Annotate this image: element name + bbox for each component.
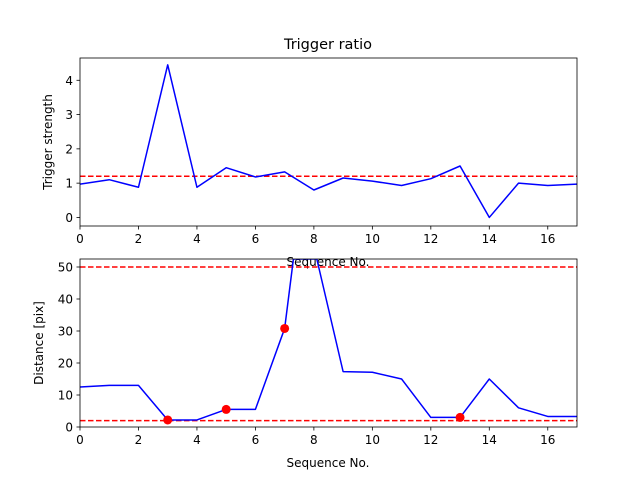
y-tick-label: 50 [58,261,73,275]
x-tick-label: 6 [252,232,260,246]
x-tick-label: 4 [193,232,201,246]
axes-frame [79,57,578,227]
data-point-marker [163,415,173,425]
x-tick-label: 0 [76,433,84,447]
series-line [80,64,577,219]
data-point-marker [221,404,231,414]
data-point-marker [455,412,465,422]
axes: 0 2 4 6 8 10 12 14 16 0 10 20 30 40 50 [58,258,578,447]
y-axis-label: Trigger strength [41,94,55,191]
x-tick-label: 14 [482,232,497,246]
plot-area [80,259,577,425]
x-axis-label: Sequence No. [287,456,370,470]
chart-title: Trigger ratio [283,37,372,53]
x-tick-label: 14 [482,433,497,447]
axes-frame [79,258,578,428]
data-point-marker [280,323,290,333]
x-tick-label: 6 [252,433,260,447]
x-tick-label: 8 [310,433,318,447]
x-tick-label: 8 [310,232,318,246]
x-tick-label: 4 [193,433,201,447]
y-axis-label: Distance [pix] [32,301,46,385]
x-tick-label: 2 [135,232,143,246]
y-tick-label: 2 [65,142,73,156]
x-tick-label: 16 [540,433,555,447]
plot-area [80,64,577,219]
y-tick-label: 4 [65,74,73,88]
y-tick-label: 30 [58,325,73,339]
x-axis-label: Sequence No. [287,255,370,269]
y-tick-label: 3 [65,108,73,122]
x-tick-label: 12 [423,232,438,246]
x-tick-label: 12 [423,433,438,447]
y-tick-label: 10 [58,389,73,403]
y-tick-label: 20 [58,357,73,371]
x-tick-label: 10 [365,232,380,246]
x-tick-label: 10 [365,433,380,447]
x-tick-label: 0 [76,232,84,246]
y-tick-label: 40 [58,293,73,307]
y-tick-label: 1 [65,177,73,191]
x-tick-label: 16 [540,232,555,246]
x-tick-label: 2 [135,433,143,447]
y-tick-label: 0 [65,211,73,225]
y-tick-label: 0 [65,421,73,435]
